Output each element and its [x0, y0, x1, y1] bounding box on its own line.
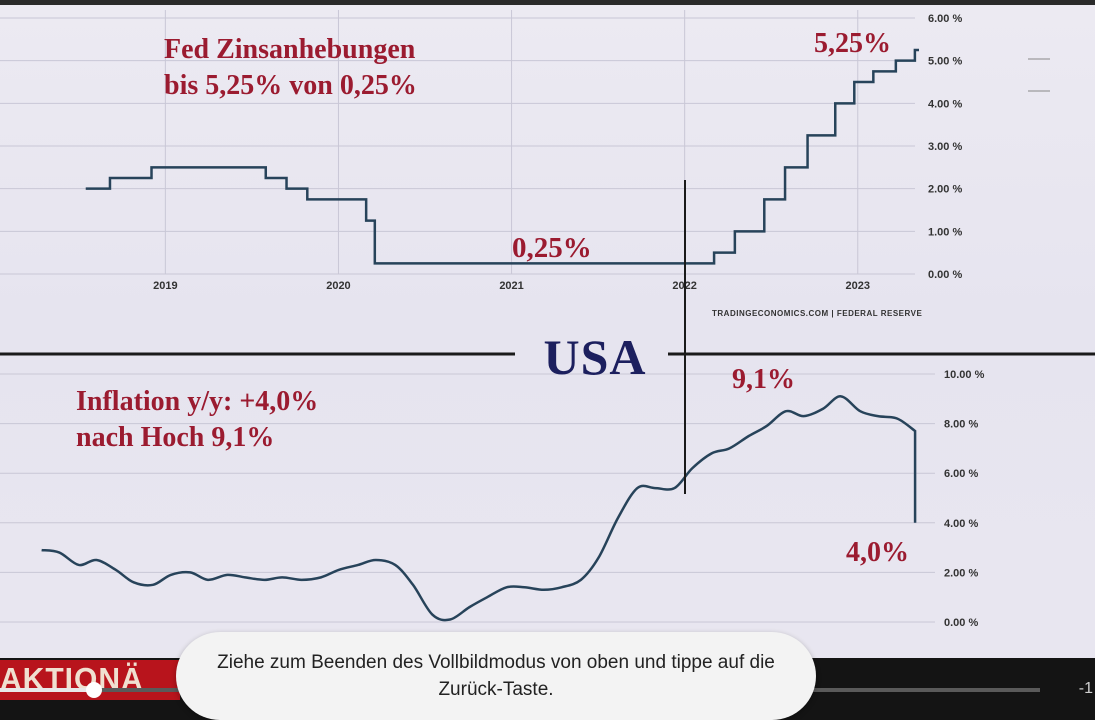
top-edge: [0, 0, 1095, 5]
fed-rate-series: [85, 48, 919, 265]
fed-y-tick: 3.00 %: [928, 141, 962, 153]
fed-x-tick: 2023: [846, 280, 870, 292]
usa-heading: USA: [543, 329, 647, 385]
progress-scrubber[interactable]: [85, 682, 102, 698]
fed-title-line2: bis 5,25% von 0,25%: [164, 70, 417, 101]
fed-y-tick: 4.00 %: [928, 98, 962, 110]
inflation-gridlines: [0, 373, 935, 623]
fed-low-label: 0,25%: [512, 232, 592, 264]
time-remaining: -1: [1078, 680, 1093, 697]
fed-rate-axis-labels: 0.00 % 1.00 % 2.00 % 3.00 % 4.00 % 5.00 % 6.00…: [153, 13, 962, 292]
fed-title-line1: Fed Zinsanhebungen: [164, 34, 416, 65]
inflation-y-tick: 0.00 %: [944, 617, 978, 629]
fed-x-tick: 2019: [153, 280, 177, 292]
fed-y-tick: 5.00 %: [928, 56, 962, 68]
fullscreen-exit-toast: Ziehe zum Beenden des Vollbildmodus von …: [176, 632, 816, 720]
toast-text: Ziehe zum Beenden des Vollbildmodus von …: [217, 652, 775, 700]
fed-y-tick: 1.00 %: [928, 226, 962, 238]
fed-x-tick: 2020: [326, 280, 350, 292]
fed-y-tick: 6.00 %: [928, 13, 962, 25]
inflation-series: [41, 395, 917, 622]
inflation-line1: Inflation y/y: +4,0%: [76, 386, 319, 417]
inflation-y-tick: 10.00 %: [944, 369, 985, 381]
inflation-line2: nach Hoch 9,1%: [76, 422, 275, 453]
inflation-y-tick: 2.00 %: [944, 567, 978, 579]
inflation-y-tick: 4.00 %: [944, 518, 978, 530]
fed-x-tick: 2021: [499, 280, 523, 292]
progress-fill: [0, 688, 94, 692]
fed-y-tick: 0.00 %: [928, 269, 962, 281]
inflation-y-tick: 8.00 %: [944, 419, 978, 431]
fed-rate-gridlines: [0, 10, 915, 275]
inflation-current-label: 4,0%: [846, 537, 909, 568]
inflation-axis-labels: 0.00 %2.00 %4.00 %6.00 %8.00 %10.00 %202…: [354, 369, 985, 643]
inflation-peak-label: 9,1%: [732, 364, 795, 395]
fed-rate-line: [85, 48, 919, 265]
inflation-line: [41, 395, 917, 622]
inflation-y-tick: 6.00 %: [944, 468, 978, 480]
fed-y-tick: 2.00 %: [928, 184, 962, 196]
source-label: TRADINGECONOMICS.COM | FEDERAL RESERVE: [712, 309, 923, 318]
fed-high-label: 5,25%: [814, 28, 891, 59]
